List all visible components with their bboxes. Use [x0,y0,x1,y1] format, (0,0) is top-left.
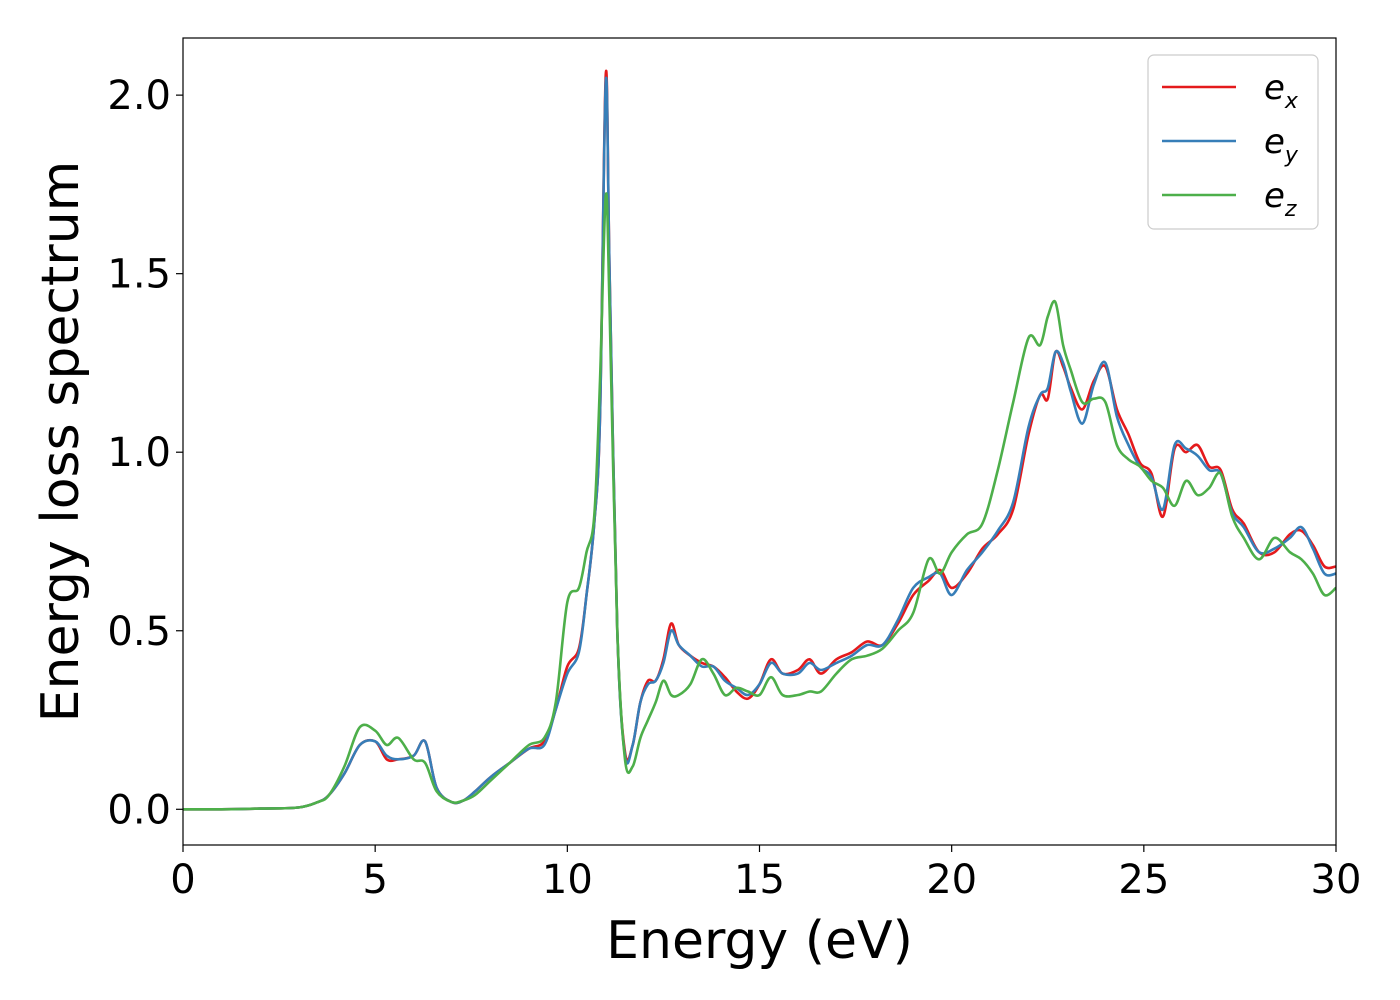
plot-lines [183,69,1336,811]
legend-label: ey [1264,122,1299,168]
y-tick-label: 1.5 [107,252,171,298]
series-line-z [183,192,1336,811]
y-tick-label: 0.0 [107,787,171,833]
y-axis-title: Energy loss spectrum [31,161,91,723]
x-tick-label: 10 [542,857,593,903]
y-ticks: 0.0 0.5 1.0 1.5 2.0 [107,73,183,833]
x-tick-label: 0 [170,857,195,903]
x-tick-label: 30 [1311,857,1362,903]
legend-item-y: ey [1162,122,1299,168]
x-tick-label: 15 [734,857,785,903]
legend-item-x: ex [1162,68,1299,114]
x-tick-label: 25 [1118,857,1169,903]
x-ticks: 0 5 10 15 20 25 30 [170,845,1361,903]
legend: ex ey ez [1147,54,1319,230]
legend-label: ez [1264,176,1297,222]
legend-item-z: ez [1162,176,1297,222]
legend-items: ex ey ez [1162,68,1299,222]
x-tick-label: 5 [362,857,387,903]
y-tick-label: 1.0 [107,430,171,476]
y-tick-label: 2.0 [107,73,171,119]
x-axis-title: Energy (eV) [606,911,913,971]
x-tick-label: 20 [926,857,977,903]
legend-label: ex [1264,68,1299,114]
y-tick-label: 0.5 [107,609,171,655]
